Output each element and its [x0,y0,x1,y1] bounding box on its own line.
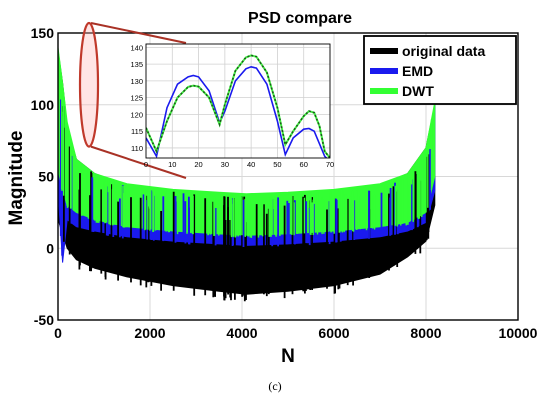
y-tick-label: -50 [34,312,54,328]
legend-label-dwt: DWT [402,83,434,99]
inset-dwt-line [146,54,330,158]
inset-y-tick-label: 140 [130,43,143,52]
chart-title: PSD compare [248,10,352,27]
inset-plot: 0 10 20 30 40 50 60 70 110 115 120 125 130 135 140 [130,43,334,169]
inset-x-tick-label: 60 [300,160,308,169]
inset-x-tick-label: 70 [326,160,334,169]
x-tick-label: 2000 [134,325,165,341]
inset-frame [145,43,331,159]
inset-x-tick-label: 20 [194,160,202,169]
plot-frame [57,32,519,321]
y-tick-label: 100 [31,97,55,113]
y-tick-label: 150 [31,25,55,41]
x-tick-label: 4000 [226,325,257,341]
x-tick-label: 8000 [410,325,441,341]
x-axis-label: N [281,346,295,367]
inset-y-tick-label: 115 [131,127,143,136]
inset-x-tick-label: 0 [144,160,148,169]
inset-x-tick-label: 10 [168,160,176,169]
x-tick-labels: 0 2000 4000 6000 8000 10000 [54,325,538,341]
legend: original data EMD DWT [363,35,517,105]
series-spikes [59,84,433,302]
inset-y-tick-label: 125 [130,94,143,103]
figure-caption: (c) [268,379,281,393]
zoom-highlight [78,21,187,179]
x-tick-label: 0 [54,325,62,341]
zoom-connector-top [90,22,187,44]
y-axis-label: Magnitude [6,131,27,226]
inset-y-tick-label: 120 [130,110,143,119]
inset-curves [146,54,330,158]
legend-label-original-data: original data [402,43,485,59]
zoom-ellipse [78,21,100,148]
inset-x-tick-label: 30 [221,160,229,169]
inset-y-tick-label: 130 [130,77,143,86]
legend-label-emd: EMD [402,63,433,79]
x-tick-label: 6000 [318,325,349,341]
y-tick-labels: -50 0 50 100 150 [31,25,55,328]
x-tick-label: 10000 [499,325,538,341]
inset-area [146,44,330,158]
inset-emd-line [146,65,328,158]
emd-spikes [59,99,432,256]
inset-x-tick-label: 50 [273,160,281,169]
zoom-connector-bottom [90,145,187,179]
y-tick-label: 0 [46,240,54,256]
inset-x-tick-label: 40 [247,160,255,169]
dwt-spikes [61,84,433,238]
inset-y-tick-label: 110 [131,144,143,153]
inset-y-tick-label: 135 [130,60,143,69]
y-tick-label: 50 [38,169,54,185]
